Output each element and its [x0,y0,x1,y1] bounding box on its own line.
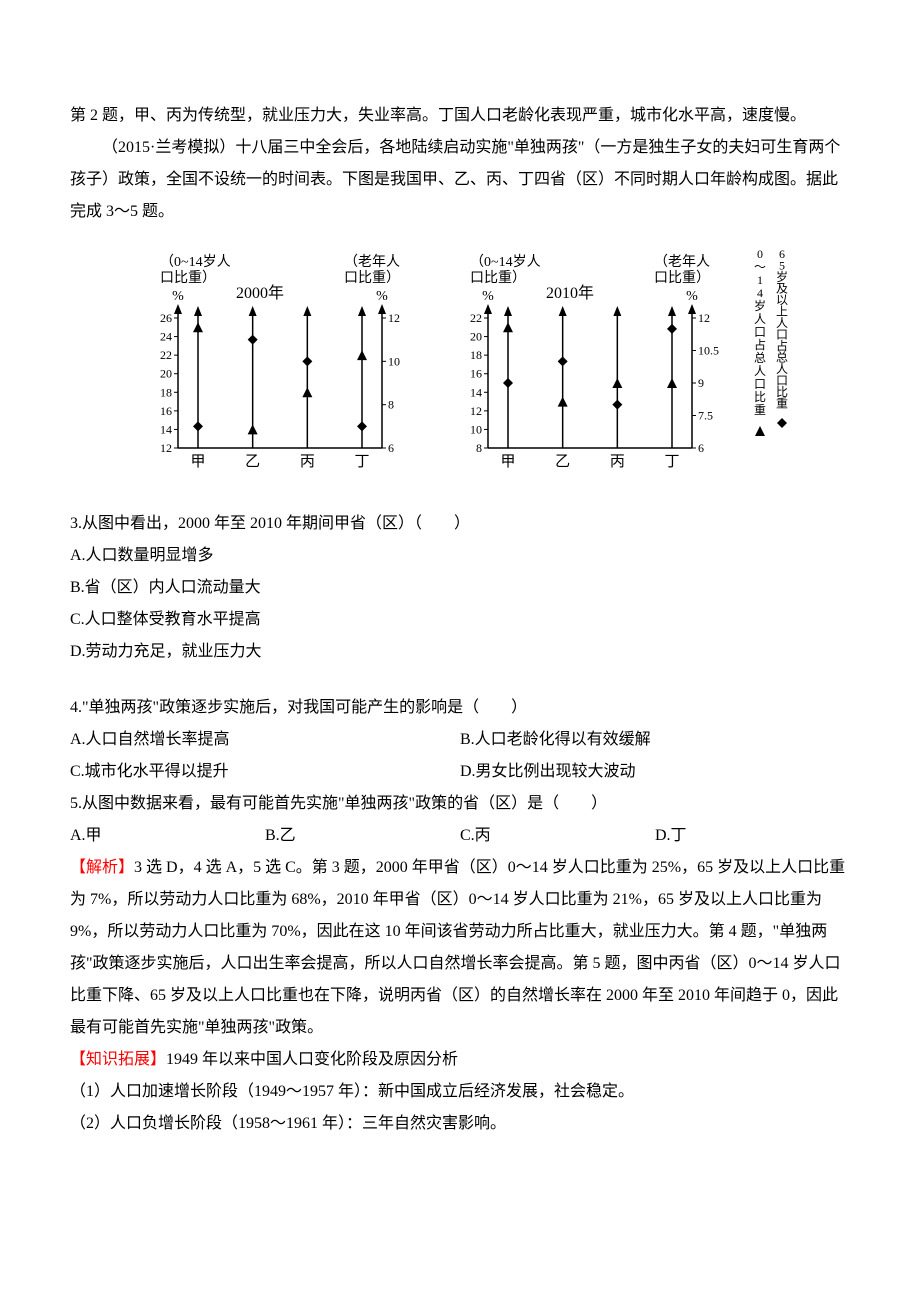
svg-text:口比重）: 口比重） [654,270,710,286]
svg-text:乙: 乙 [555,454,570,470]
svg-text:口比重）: 口比重） [344,270,400,286]
q3-opt-c: C.人口整体受教育水平提高 [70,604,850,636]
svg-text:2000年: 2000年 [236,284,284,302]
svg-text:8: 8 [388,398,394,412]
svg-text:14: 14 [160,422,172,436]
expand-para: 【知识拓展】1949 年以来中国人口变化阶段及原因分析 [70,1044,850,1076]
svg-text:乙: 乙 [245,454,260,470]
svg-text:口: 口 [754,325,766,339]
svg-text:4: 4 [757,286,763,300]
svg-text:口比重）: 口比重） [160,270,216,286]
q5-options: A.甲 B.乙 C.丙 D.丁 [70,820,850,852]
svg-text:重: 重 [754,403,766,417]
svg-text:10.5: 10.5 [698,344,719,358]
svg-text:比: 比 [754,390,766,404]
expand-label: 【知识拓展】 [70,1051,166,1068]
svg-text:10: 10 [388,354,400,368]
svg-text:重: 重 [776,397,788,411]
q5-opt-c: C.丙 [460,820,655,852]
q4-opt-d: D.男女比例出现较大波动 [460,756,850,788]
q5-opt-a: A.甲 [70,820,265,852]
svg-text:岁: 岁 [754,298,766,313]
svg-text:0: 0 [757,247,763,261]
svg-text:人: 人 [754,312,766,326]
svg-text:～: ～ [754,260,766,274]
q3-stem: 3.从图中看出，2000 年至 2010 年期间甲省（区）（ ） [70,508,850,540]
svg-text:（老年人: （老年人 [344,254,400,270]
svg-text:甲: 甲 [500,454,515,470]
svg-text:%: % [686,289,698,304]
svg-text:总: 总 [754,351,766,365]
svg-text:丙: 丙 [610,454,625,470]
svg-text:9: 9 [698,376,704,390]
prev-answer-line: 第 2 题，甲、丙为传统型，就业压力大，失业率高。丁国人口老龄化表现严重，城市化… [70,100,850,132]
svg-text:6: 6 [698,441,704,455]
svg-text:12: 12 [698,311,710,325]
svg-text:20: 20 [160,367,172,381]
svg-text:20: 20 [470,330,482,344]
svg-text:口: 口 [754,377,766,391]
svg-text:占: 占 [754,337,766,352]
q4-stem: 4."单独两孩"政策逐步实施后，对我国可能产生的影响是（ ） [70,692,850,724]
svg-text:（0~14岁人: （0~14岁人 [470,254,541,270]
q4-opt-b: B.人口老龄化得以有效缓解 [460,724,850,756]
expand-title: 1949 年以来中国人口变化阶段及原因分析 [166,1051,458,1068]
age-structure-chart: （0~14岁人口比重）%（老年人口比重）%2000年12141618202224… [110,238,810,488]
svg-text:2010年: 2010年 [546,284,594,302]
svg-text:22: 22 [470,311,482,325]
q4-options-row2: C.城市化水平得以提升 D.男女比例出现较大波动 [70,756,850,788]
svg-text:（老年人: （老年人 [654,254,710,270]
svg-text:12: 12 [388,311,400,325]
svg-text:16: 16 [160,404,172,418]
q3-opt-b: B.省（区）内人口流动量大 [70,572,850,604]
q5-stem: 5.从图中数据来看，最有可能首先实施"单独两孩"政策的省（区）是（ ） [70,788,850,820]
svg-text:22: 22 [160,348,172,362]
passage-intro: （2015·兰考模拟）十八届三中全会后，各地陆续启动实施"单独两孩"（一方是独生… [70,132,850,228]
q5-opt-d: D.丁 [655,820,850,852]
q3-opt-a: A.人口数量明显增多 [70,540,850,572]
svg-text:18: 18 [470,348,482,362]
svg-text:%: % [482,289,494,304]
svg-text:甲: 甲 [190,454,205,470]
expand-item-2: （2）人口负增长阶段（1958～1961 年）：三年自然灾害影响。 [70,1108,850,1140]
svg-text:8: 8 [476,441,482,455]
svg-text:7.5: 7.5 [698,409,713,423]
svg-text:26: 26 [160,311,172,325]
expand-item-1: （1）人口加速增长阶段（1949～1957 年）：新中国成立后经济发展，社会稳定… [70,1076,850,1108]
svg-text:6: 6 [388,441,394,455]
svg-text:丁: 丁 [664,454,679,470]
svg-text:16: 16 [470,367,482,381]
svg-text:丙: 丙 [300,454,315,470]
svg-text:丁: 丁 [354,454,369,470]
q4-opt-a: A.人口自然增长率提高 [70,724,460,756]
svg-text:1: 1 [757,273,763,287]
q4-options-row1: A.人口自然增长率提高 B.人口老龄化得以有效缓解 [70,724,850,756]
svg-text:%: % [172,289,184,304]
svg-text:（0~14岁人: （0~14岁人 [160,254,231,270]
svg-text:14: 14 [470,385,482,399]
q3-opt-d: D.劳动力充足，就业压力大 [70,636,850,668]
svg-text:18: 18 [160,385,172,399]
analysis-text: 3 选 D，4 选 A，5 选 C。第 3 题，2000 年甲省（区）0～14 … [70,859,845,1036]
q5-opt-b: B.乙 [265,820,460,852]
analysis-para: 【解析】3 选 D，4 选 A，5 选 C。第 3 题，2000 年甲省（区）0… [70,852,850,1044]
chart-container: （0~14岁人口比重）%（老年人口比重）%2000年12141618202224… [70,238,850,488]
analysis-label: 【解析】 [70,859,134,876]
svg-text:人: 人 [754,364,766,378]
q4-opt-c: C.城市化水平得以提升 [70,756,460,788]
svg-text:%: % [376,289,388,304]
svg-text:24: 24 [160,330,172,344]
page: 第 2 题，甲、丙为传统型，就业压力大，失业率高。丁国人口老龄化表现严重，城市化… [0,0,920,1200]
svg-text:12: 12 [470,404,482,418]
svg-text:12: 12 [160,441,172,455]
svg-text:10: 10 [470,422,482,436]
svg-text:口比重）: 口比重） [470,270,526,286]
